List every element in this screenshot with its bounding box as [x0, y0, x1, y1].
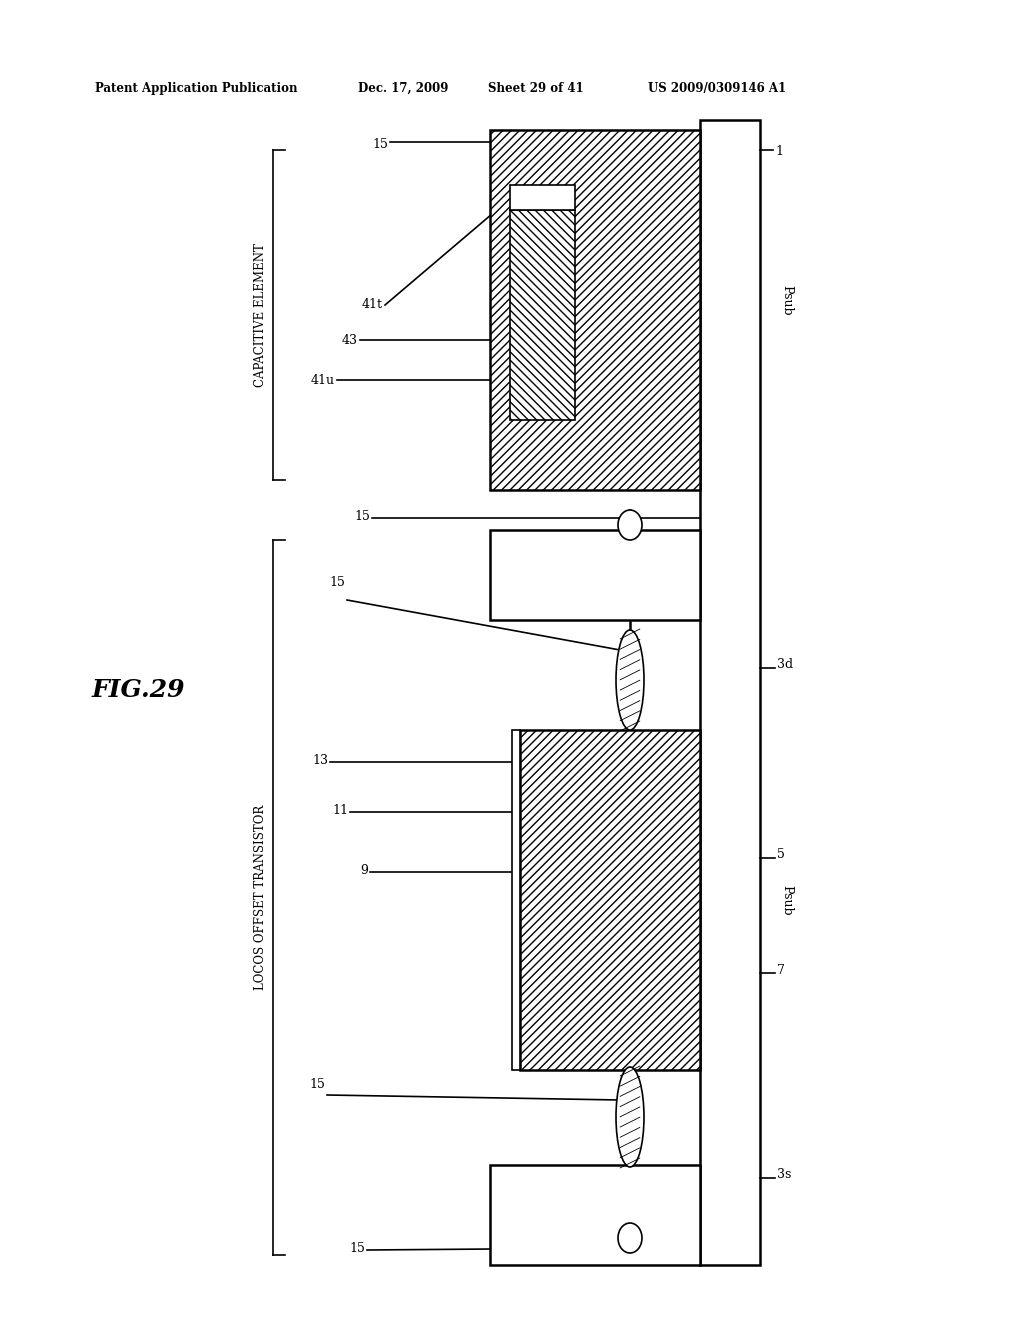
Text: US 2009/0309146 A1: US 2009/0309146 A1: [648, 82, 786, 95]
Ellipse shape: [616, 1067, 644, 1167]
Text: 41t: 41t: [362, 298, 383, 312]
Bar: [512, 730, 520, 1071]
Text: 3d: 3d: [777, 659, 794, 672]
Bar: [490, 1166, 700, 1265]
Text: Dec. 17, 2009: Dec. 17, 2009: [358, 82, 449, 95]
Ellipse shape: [618, 1224, 642, 1253]
Bar: [490, 129, 700, 490]
Bar: [510, 210, 575, 420]
Ellipse shape: [618, 510, 642, 540]
Text: 7: 7: [777, 964, 784, 977]
Text: 15: 15: [329, 576, 345, 589]
Text: Psub: Psub: [780, 285, 793, 315]
Text: 11: 11: [332, 804, 348, 817]
Text: 15: 15: [372, 139, 388, 150]
Bar: [510, 185, 575, 210]
Text: 15: 15: [349, 1242, 365, 1254]
Text: FIG.29: FIG.29: [91, 678, 184, 702]
Bar: [520, 730, 700, 1071]
Bar: [520, 730, 700, 1071]
Text: 9: 9: [360, 863, 368, 876]
Text: N−: N−: [622, 1109, 631, 1126]
Text: Psub: Psub: [780, 884, 793, 915]
Text: 3s: 3s: [777, 1168, 792, 1181]
Text: LOCOS OFFSET TRANSISTOR: LOCOS OFFSET TRANSISTOR: [254, 805, 267, 990]
Text: Sheet 29 of 41: Sheet 29 of 41: [488, 82, 584, 95]
Bar: [490, 531, 700, 620]
Text: CAPACITIVE ELEMENT: CAPACITIVE ELEMENT: [254, 243, 267, 387]
Bar: [700, 120, 760, 1265]
Bar: [490, 129, 700, 490]
Text: 43: 43: [342, 334, 358, 346]
Ellipse shape: [616, 630, 644, 730]
Text: 13: 13: [312, 754, 328, 767]
Text: 41u: 41u: [311, 374, 335, 387]
Text: 1: 1: [775, 145, 783, 158]
Text: Patent Application Publication: Patent Application Publication: [95, 82, 298, 95]
Bar: [510, 210, 575, 420]
Text: 5: 5: [777, 849, 784, 862]
Text: N−: N−: [622, 672, 631, 688]
Text: 15: 15: [354, 510, 370, 523]
Text: 15: 15: [309, 1078, 325, 1092]
